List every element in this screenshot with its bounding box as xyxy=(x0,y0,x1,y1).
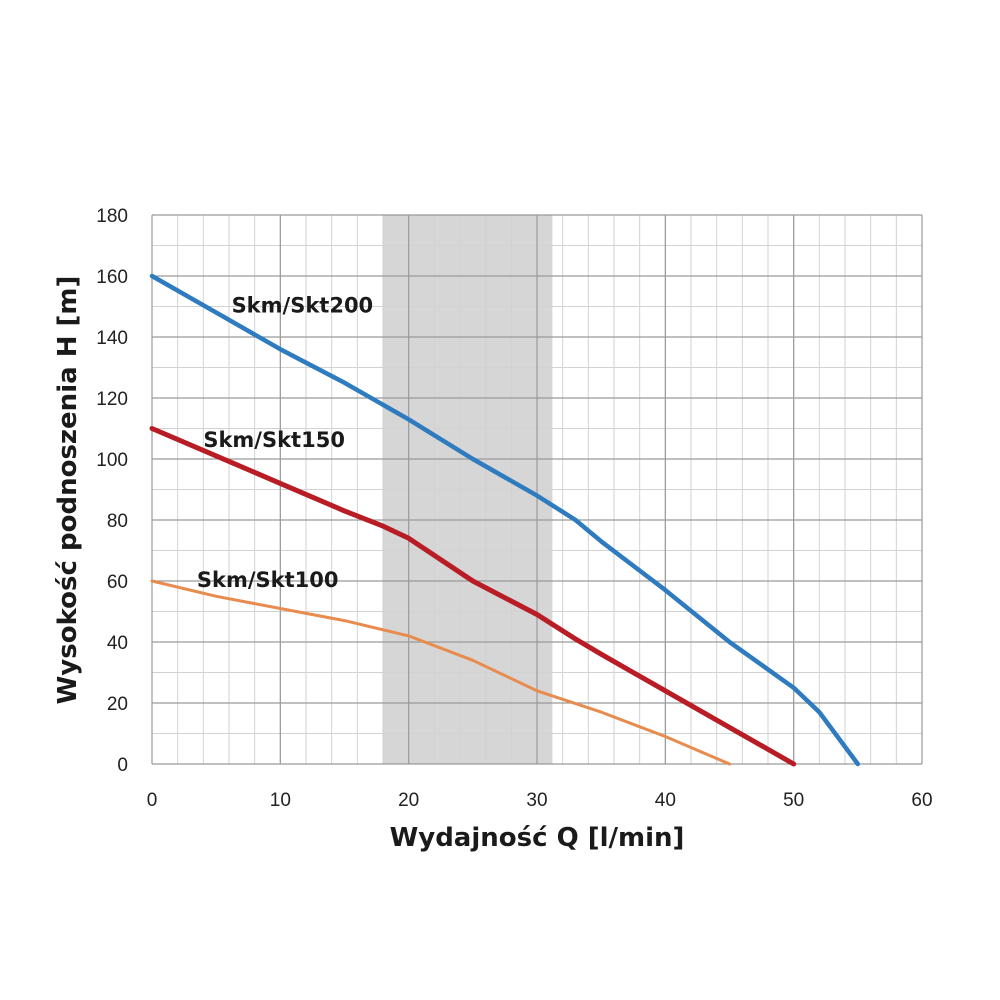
y-tick-label: 0 xyxy=(117,755,128,776)
series-line-skm-skt100 xyxy=(150,579,731,766)
y-axis-title: Wysokość podnoszenia H [m] xyxy=(53,276,83,705)
series-label-skm-skt100: Skm/Skt100 xyxy=(197,568,339,592)
series-line-skm-skt150 xyxy=(149,426,797,767)
x-tick-label: 60 xyxy=(911,790,932,811)
y-tick-label: 20 xyxy=(107,694,128,715)
tick-labels: 0 10 20 30 40 50 60 0 20 40 60 80 100 120 140 160 180 xyxy=(96,206,932,811)
x-tick-label: 30 xyxy=(526,790,547,811)
y-tick-label: 120 xyxy=(96,389,128,410)
x-tick-label: 10 xyxy=(270,790,291,811)
y-tick-label: 100 xyxy=(96,450,128,471)
y-tick-label: 160 xyxy=(96,267,128,288)
series-labels: Skm/Skt200 Skm/Skt150 Skm/Skt100 xyxy=(197,294,373,592)
x-tick-label: 50 xyxy=(783,790,804,811)
y-tick-label: 60 xyxy=(107,572,128,593)
series-label-skm-skt150: Skm/Skt150 xyxy=(203,428,345,452)
y-tick-label: 140 xyxy=(96,328,128,349)
x-tick-label: 40 xyxy=(655,790,676,811)
y-tick-label: 80 xyxy=(107,511,128,532)
x-tick-label: 0 xyxy=(147,790,158,811)
x-axis-title: Wydajność Q [l/min] xyxy=(390,823,685,853)
series-label-skm-skt200: Skm/Skt200 xyxy=(232,294,374,318)
x-tick-label: 20 xyxy=(398,790,419,811)
major-grid xyxy=(151,214,923,765)
series-layer xyxy=(149,273,861,767)
y-tick-label: 40 xyxy=(107,633,128,654)
series-line-skm-skt200 xyxy=(149,273,861,767)
y-tick-label: 180 xyxy=(96,206,128,227)
